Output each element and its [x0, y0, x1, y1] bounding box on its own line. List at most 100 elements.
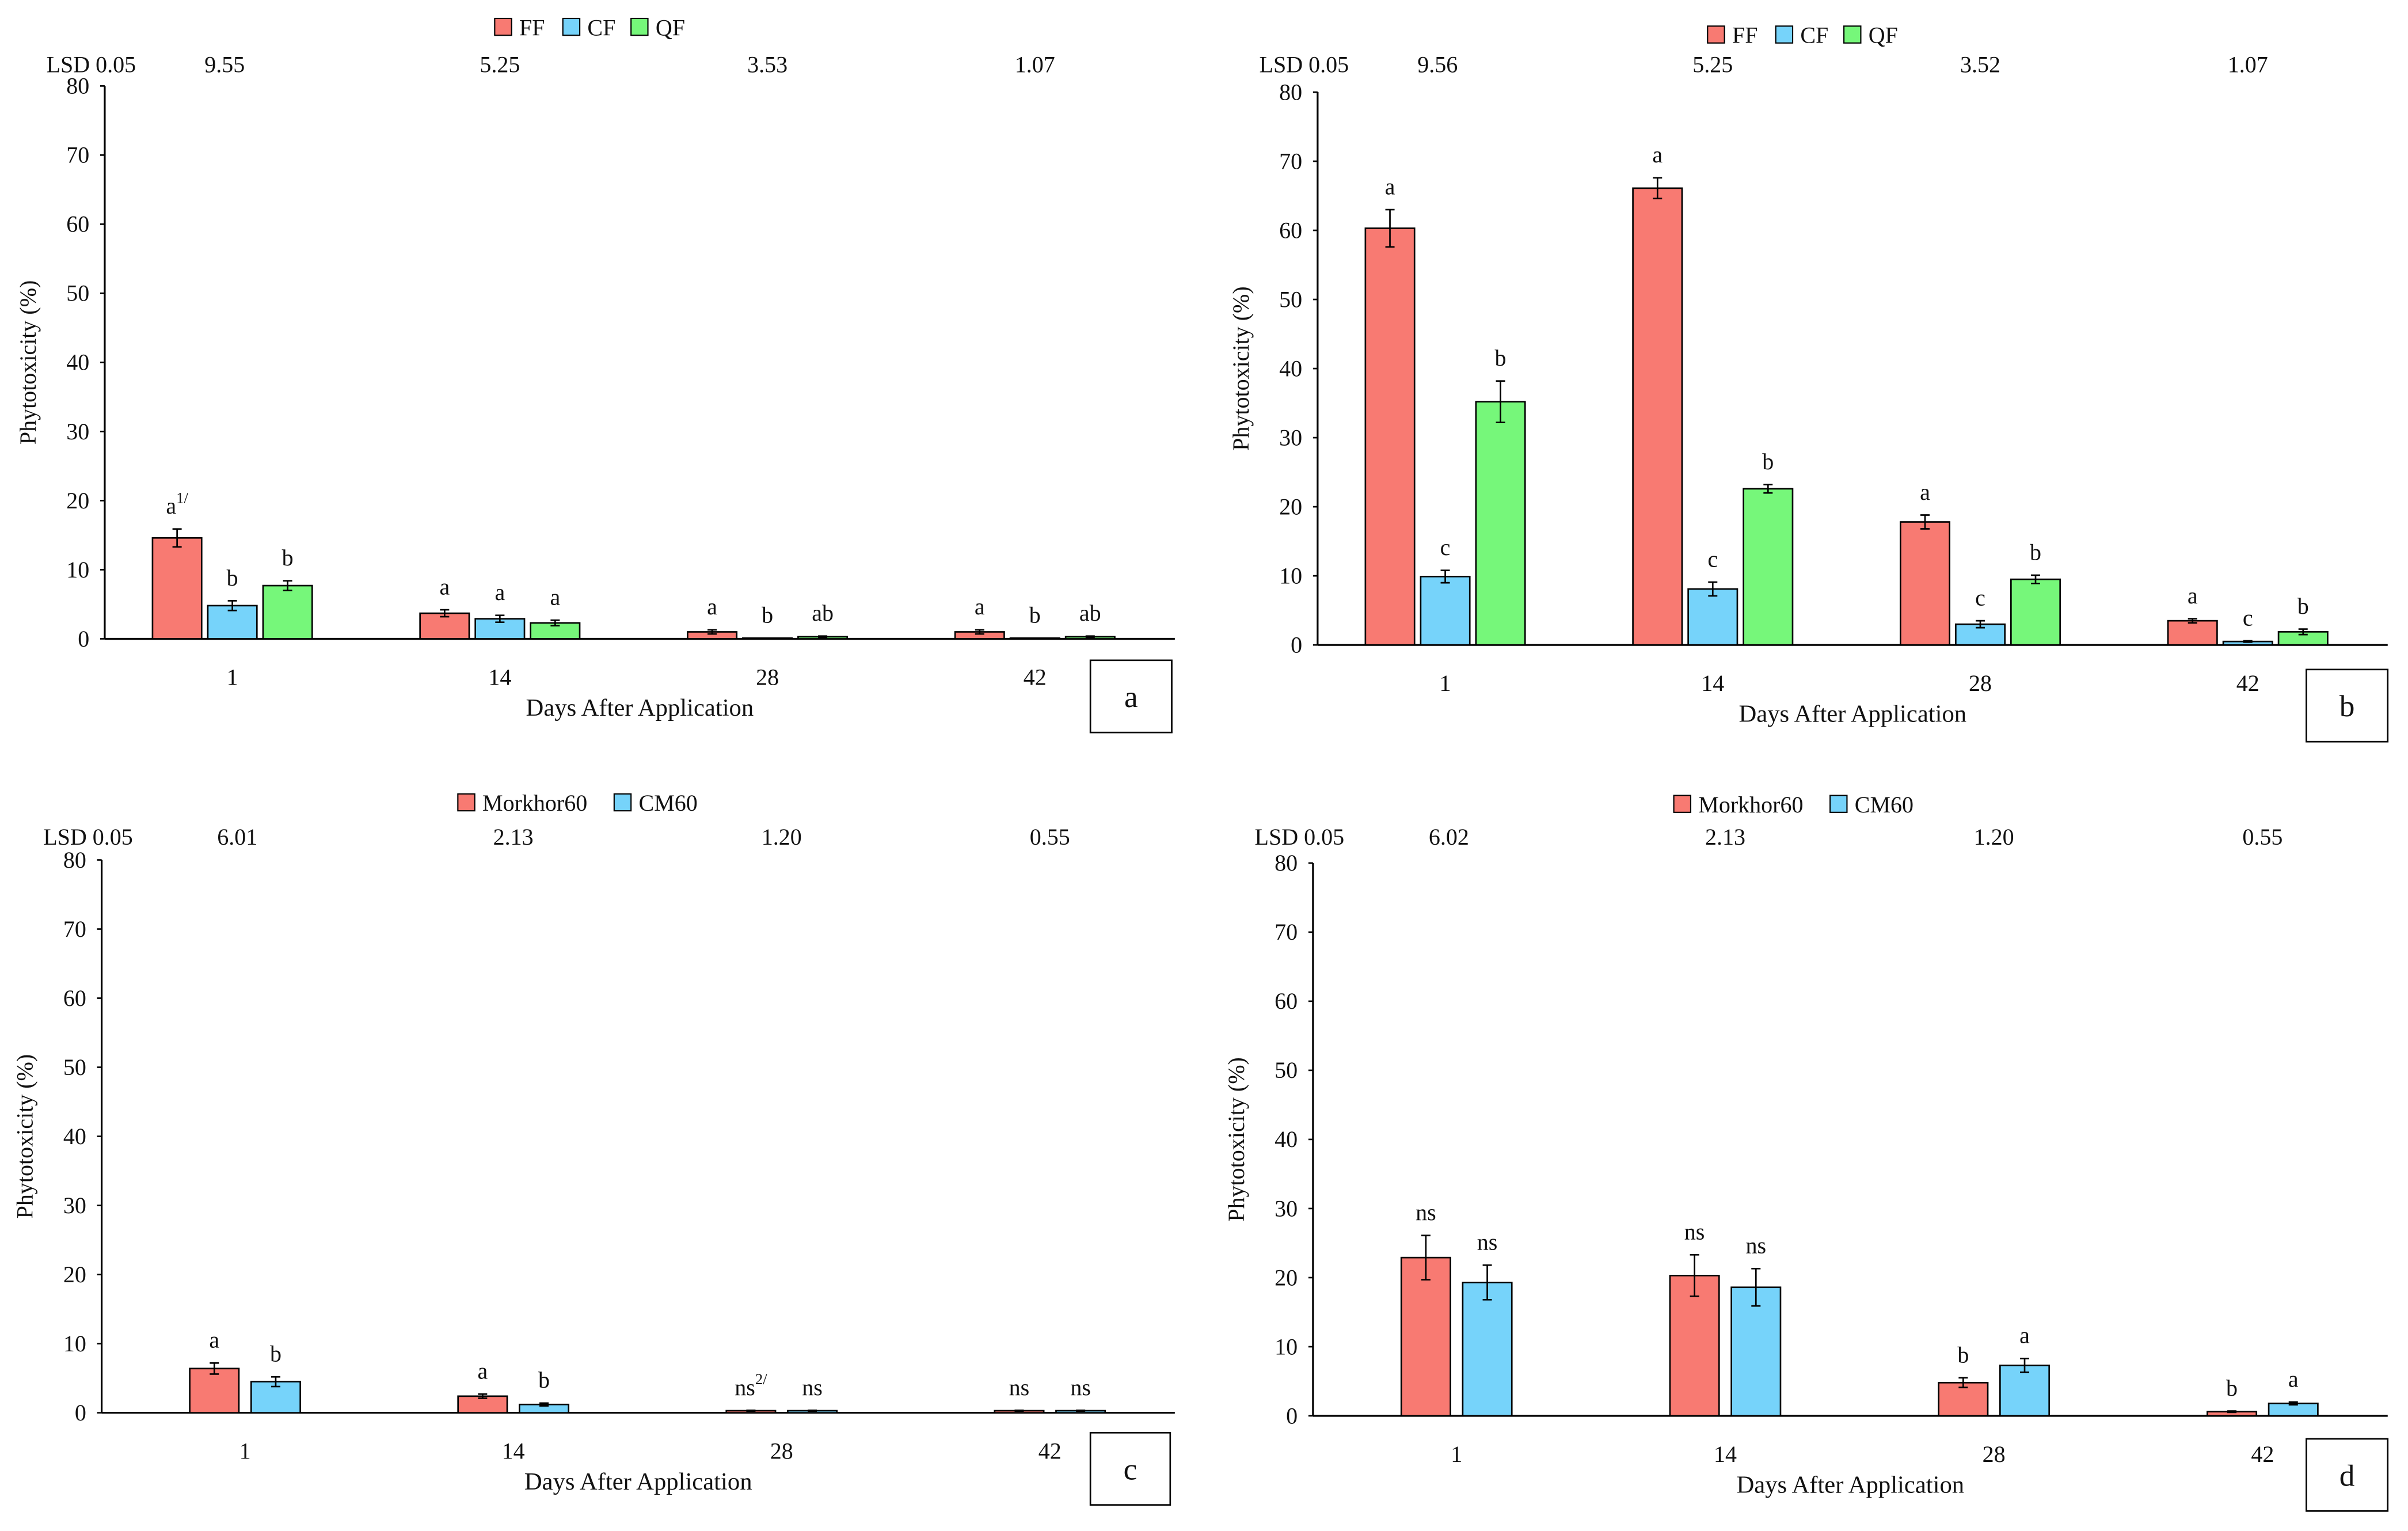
- legend-label: CM60: [639, 790, 698, 816]
- lsd-value: 2.13: [493, 824, 534, 850]
- y-tick-label: 50: [63, 1054, 86, 1080]
- significance-letter: a: [1652, 142, 1663, 168]
- y-tick-label: 10: [66, 557, 89, 583]
- x-tick-label: 42: [2236, 670, 2259, 696]
- lsd-label: LSD 0.05: [1255, 824, 1345, 850]
- y-tick-label: 60: [1275, 988, 1298, 1014]
- legend-label: QF: [656, 14, 685, 40]
- bar-Morkhor60-1: [1400, 1256, 1451, 1417]
- legend-swatch-Morkhor60: [457, 793, 475, 812]
- y-tick-label: 20: [63, 1262, 86, 1287]
- x-axis-label: Days After Application: [1739, 700, 1966, 727]
- lsd-value: 9.56: [1417, 51, 1458, 77]
- y-tick-label: 80: [66, 73, 89, 99]
- chart-panel-a: 0 10 20 30 40 50 60 70 80 Phytotoxicity (%) Days A…: [15, 14, 1175, 734]
- significance-letter: ns: [802, 1374, 823, 1400]
- y-tick-label: 0: [1291, 632, 1302, 658]
- y-tick-label: 70: [1275, 919, 1298, 945]
- significance-letter: ns: [1477, 1229, 1498, 1255]
- y-tick-label: 80: [1275, 850, 1298, 876]
- x-tick-label: 1: [227, 664, 238, 690]
- x-tick-label: 14: [502, 1438, 525, 1464]
- significance-letter: b: [1762, 449, 1774, 474]
- bar-QF-1: [1475, 401, 1526, 646]
- legend-swatch-CM60: [613, 793, 632, 812]
- legend-swatch-CF: [562, 17, 581, 36]
- significance-letter: a: [707, 594, 717, 620]
- y-tick-label: 70: [1279, 148, 1302, 174]
- bar-QF-14: [1743, 488, 1794, 646]
- chart-panel-b: 0 10 20 30 40 50 60 70 80 Phytotoxicity (%) Days A…: [1228, 22, 2389, 743]
- footnote-marker: 2/: [755, 1370, 767, 1388]
- y-axis-label: Phytotoxicity (%): [15, 280, 41, 445]
- significance-letter: c: [2243, 605, 2253, 630]
- legend-label: FF: [1732, 22, 1758, 48]
- x-axis-label: Days After Application: [524, 1468, 752, 1495]
- legend-swatch-QF: [630, 17, 649, 36]
- x-tick-label: 42: [1038, 1438, 1062, 1464]
- x-tick-label: 14: [1714, 1441, 1737, 1467]
- x-tick-label: 14: [488, 664, 511, 690]
- significance-letter: a: [1385, 173, 1395, 199]
- bar-FF-14: [419, 612, 470, 640]
- bar-CM60-14: [1730, 1286, 1782, 1417]
- chart-panel-d: 0 10 20 30 40 50 60 70 80 Phytotoxicity (%) Days A…: [1223, 792, 2389, 1512]
- significance-letter: c: [1440, 534, 1451, 560]
- y-tick-label: 30: [66, 419, 89, 445]
- lsd-value: 9.55: [204, 51, 245, 77]
- x-tick-label: 28: [1969, 670, 1992, 696]
- y-tick-label: 20: [66, 488, 89, 514]
- lsd-value: 1.20: [762, 824, 802, 850]
- significance-letter: ab: [1079, 600, 1101, 626]
- y-tick-label: 10: [1279, 563, 1302, 588]
- significance-letter: ns: [1070, 1374, 1091, 1400]
- y-tick-label: 60: [1279, 217, 1302, 243]
- significance-letter: ns2/: [735, 1370, 767, 1400]
- significance-letter: a: [477, 1358, 488, 1384]
- significance-letter: a: [2188, 583, 2198, 609]
- x-axis-label: Days After Application: [1736, 1471, 1964, 1498]
- y-axis-label: Phytotoxicity (%): [12, 1054, 38, 1219]
- legend-swatch-Morkhor60: [1673, 795, 1692, 813]
- y-tick-label: 40: [63, 1123, 86, 1149]
- y-tick-label: 50: [66, 280, 89, 306]
- y-tick-label: 60: [66, 211, 89, 237]
- significance-letter: a: [2019, 1323, 2030, 1348]
- significance-letter: ab: [812, 600, 834, 626]
- significance-letter: a: [494, 579, 505, 605]
- lsd-value: 0.55: [1030, 824, 1070, 850]
- y-tick-label: 20: [1279, 493, 1302, 519]
- legend-swatch-CF: [1775, 25, 1794, 44]
- legend-swatch-QF: [1843, 25, 1862, 44]
- y-axis-label: Phytotoxicity (%): [1223, 1057, 1249, 1222]
- footnote-marker: 1/: [176, 489, 188, 506]
- lsd-value: 5.25: [1692, 51, 1733, 77]
- x-tick-label: 42: [1024, 664, 1047, 690]
- panel-label-box: [2306, 668, 2389, 743]
- significance-letter: a1/: [166, 489, 188, 519]
- significance-letter: b: [1029, 602, 1041, 628]
- y-tick-label: 20: [1275, 1264, 1298, 1290]
- y-tick-label: 60: [63, 985, 86, 1011]
- significance-letter: ns: [1416, 1199, 1436, 1225]
- significance-letter: b: [2297, 593, 2309, 619]
- y-tick-label: 70: [63, 916, 86, 942]
- y-tick-label: 40: [1275, 1126, 1298, 1152]
- lsd-value: 3.52: [1960, 51, 2000, 77]
- significance-letter: b: [538, 1367, 550, 1393]
- legend-label: Morkhor60: [1698, 792, 1803, 818]
- significance-letter: b: [1495, 345, 1507, 371]
- lsd-label: LSD 0.05: [43, 824, 133, 850]
- significance-letter: a: [550, 584, 560, 610]
- y-tick-label: 40: [66, 349, 89, 375]
- panel-label-box: [1089, 1431, 1171, 1506]
- y-tick-label: 30: [63, 1192, 86, 1218]
- lsd-value: 0.55: [2242, 824, 2283, 850]
- legend-swatch-FF: [1707, 25, 1725, 44]
- legend-label: CM60: [1855, 792, 1914, 818]
- significance-letter: b: [282, 545, 294, 571]
- legend-label: CF: [587, 14, 615, 40]
- bar-FF-14: [1632, 187, 1683, 646]
- y-tick-label: 70: [66, 142, 89, 168]
- x-tick-label: 1: [1440, 670, 1451, 696]
